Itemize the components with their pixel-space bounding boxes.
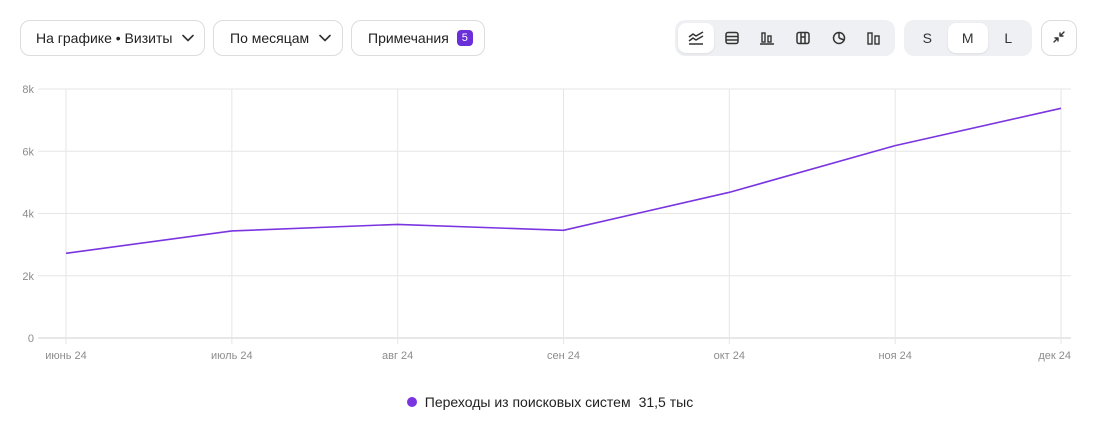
- y-axis: 0 2k 4k 6k 8k: [22, 84, 34, 345]
- y-tick-label: 0: [28, 333, 34, 345]
- x-tick-label: июль 24: [211, 350, 253, 362]
- size-s-button[interactable]: S: [922, 30, 932, 46]
- legend-series-name[interactable]: Переходы из поисковых систем: [424, 394, 631, 410]
- chart-series: [65, 107, 1062, 255]
- chevron-down-icon: [182, 34, 195, 42]
- period-select-label: По месяцам: [230, 30, 310, 46]
- notes-label: Примечания: [368, 30, 449, 46]
- x-axis: июнь 24 июль 24 авг 24 сен 24 окт 24 ноя 24 де…: [45, 350, 1071, 362]
- y-tick-label: 6k: [22, 146, 34, 158]
- x-tick-label: окт 24: [714, 350, 745, 362]
- chart-grid: [38, 88, 1071, 344]
- series-select[interactable]: На графике • Визиты: [20, 20, 205, 56]
- bar-chart-icon[interactable]: [749, 23, 785, 53]
- stacked-area-icon[interactable]: [714, 23, 750, 53]
- notes-button[interactable]: Примечания 5: [351, 20, 485, 56]
- y-tick-label: 8k: [22, 84, 34, 96]
- y-tick-label: 2k: [22, 271, 34, 283]
- size-l-button[interactable]: L: [1004, 30, 1013, 46]
- x-tick-label: сен 24: [547, 350, 580, 362]
- pie-chart-icon[interactable]: [821, 23, 857, 53]
- collapse-icon: [1052, 30, 1066, 47]
- column-chart-icon[interactable]: [856, 23, 892, 53]
- legend-series-total: 31,5 тыс: [638, 394, 694, 410]
- chart-legend: Переходы из поисковых систем 31,5 тыс: [0, 394, 1100, 410]
- x-tick-label: ноя 24: [878, 350, 911, 362]
- notes-count-badge: 5: [456, 30, 473, 46]
- series-select-label: На графике • Визиты: [36, 30, 173, 46]
- chart-type-switcher: [675, 20, 895, 56]
- x-tick-label: дек 24: [1038, 350, 1071, 362]
- line-chart: 0 2k 4k 6k 8k июнь 24 июль 24 авг 24 сен 24 окт …: [22, 84, 1071, 362]
- legend-series-marker: [406, 397, 417, 407]
- collapse-button[interactable]: [1041, 20, 1077, 56]
- period-select[interactable]: По месяцам: [213, 20, 343, 56]
- chart-toolbar: На графике • Визиты По месяцам Примечани…: [20, 20, 1077, 56]
- x-tick-label: июнь 24: [45, 350, 87, 362]
- size-m-button[interactable]: M: [947, 23, 988, 53]
- line-chart-icon[interactable]: [678, 23, 714, 53]
- x-tick-label: авг 24: [382, 350, 413, 362]
- chevron-down-icon: [319, 34, 331, 42]
- y-tick-label: 4k: [22, 209, 34, 221]
- stacked-bar-icon[interactable]: [785, 23, 821, 53]
- size-switcher: S M L: [904, 20, 1032, 56]
